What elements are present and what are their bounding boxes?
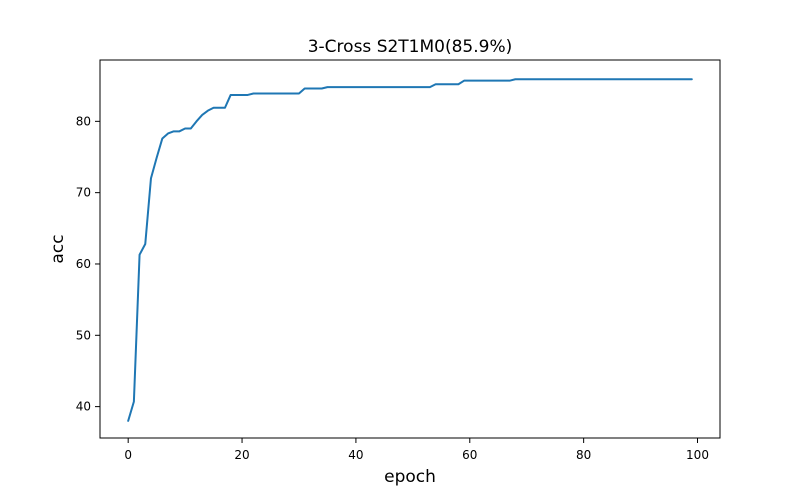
series-line	[127, 78, 693, 422]
y-tick-label: 60	[76, 257, 91, 271]
x-axis-ticks: 0 20 40 60 80 100	[124, 438, 709, 462]
y-axis-ticks: 40 50 60 70 80	[76, 114, 100, 414]
y-tick-label: 50	[76, 328, 91, 342]
x-tick-label: 80	[576, 448, 591, 462]
y-tick-label: 40	[76, 400, 91, 414]
y-tick-label: 70	[76, 186, 91, 200]
axes-background	[100, 60, 720, 438]
y-tick-label: 80	[76, 114, 91, 128]
plot-area	[99, 59, 721, 439]
x-tick-label: 100	[686, 448, 709, 462]
y-axis-label: acc	[48, 234, 68, 263]
x-tick-label: 20	[234, 448, 249, 462]
x-axis-label: epoch	[384, 467, 436, 487]
x-tick-label: 0	[124, 448, 132, 462]
axes-frame	[99, 59, 721, 439]
chart-title: 3-Cross S2T1M0(85.9%)	[308, 37, 513, 57]
x-tick-label: 40	[348, 448, 363, 462]
x-tick-label: 60	[462, 448, 477, 462]
